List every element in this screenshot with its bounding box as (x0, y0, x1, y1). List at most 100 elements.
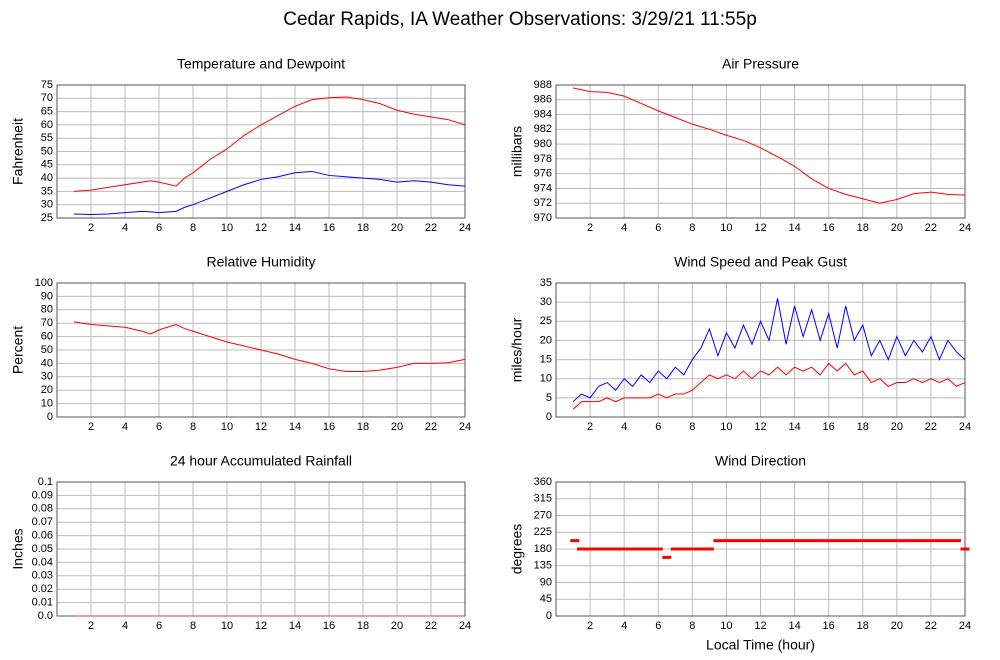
data-point (611, 547, 621, 551)
data-line (73, 170, 466, 216)
y-tick-label: 0 (546, 411, 552, 423)
data-line (73, 321, 466, 372)
x-tick-label: 12 (255, 421, 267, 433)
data-point (704, 547, 714, 551)
data-point (585, 547, 595, 551)
x-tick-label: 18 (857, 620, 869, 632)
y-tick-label: 100 (35, 277, 53, 289)
y-tick-label: 55 (41, 132, 53, 144)
y-tick-label: 90 (41, 290, 53, 302)
plot-frame (555, 84, 966, 219)
data-point (713, 539, 723, 543)
x-tick-label: 8 (190, 620, 196, 632)
y-tick-label: 974 (534, 182, 552, 194)
y-tick-label: 0.01 (32, 597, 53, 609)
x-tick-label: 2 (88, 620, 94, 632)
y-tick-label: 315 (534, 493, 552, 505)
data-line (572, 298, 966, 403)
x-tick-label: 14 (788, 620, 800, 632)
y-tick-label: 25 (540, 315, 552, 327)
x-tick-label: 12 (255, 620, 267, 632)
x-tick-label: 16 (323, 421, 335, 433)
x-tick-label: 2 (587, 421, 593, 433)
x-tick-label: 18 (357, 421, 369, 433)
x-tick-label: 18 (857, 421, 869, 433)
x-tick-label: 4 (122, 421, 128, 433)
y-tick-label: 0.05 (32, 543, 53, 555)
x-tick-label: 22 (925, 620, 937, 632)
x-tick-label: 8 (190, 222, 196, 234)
y-tick-label: 0.02 (32, 583, 53, 595)
y-tick-label: 225 (534, 526, 552, 538)
data-point (892, 539, 902, 543)
data-point (602, 547, 612, 551)
x-tick-label: 18 (857, 222, 869, 234)
x-tick-label: 16 (323, 620, 335, 632)
y-tick-label: 75 (41, 79, 53, 91)
x-tick-label: 8 (190, 421, 196, 433)
y-tick-label: 0.1 (38, 476, 53, 488)
x-tick-label: 8 (689, 222, 695, 234)
x-tick-label: 20 (891, 222, 903, 234)
x-tick-label: 22 (925, 222, 937, 234)
data-point (790, 539, 800, 543)
x-tick-label: 10 (221, 421, 233, 433)
y-tick-label: 970 (534, 212, 552, 224)
data-point (738, 539, 748, 543)
data-point (841, 539, 851, 543)
data-point (866, 539, 876, 543)
y-tick-label: 50 (41, 344, 53, 356)
y-axis-label: Fahrenheit (10, 118, 26, 185)
data-point (832, 539, 842, 543)
x-tick-label: 22 (425, 222, 437, 234)
y-axis-label: millibars (509, 126, 525, 177)
y-tick-label: 40 (41, 357, 53, 369)
y-tick-label: 45 (41, 159, 53, 171)
x-tick-label: 22 (925, 421, 937, 433)
x-tick-label: 16 (823, 620, 835, 632)
data-point (570, 539, 580, 543)
x-tick-label: 2 (587, 620, 593, 632)
data-point (883, 539, 893, 543)
data-point (687, 547, 697, 551)
y-tick-label: 20 (41, 384, 53, 396)
y-tick-label: 30 (540, 296, 552, 308)
y-tick-label: 50 (41, 145, 53, 157)
data-point (594, 547, 604, 551)
y-tick-label: 10 (540, 373, 552, 385)
y-tick-label: 5 (546, 392, 552, 404)
x-tick-label: 12 (255, 222, 267, 234)
data-point (628, 547, 638, 551)
data-point (747, 539, 757, 543)
y-axis-label: degrees (509, 524, 525, 575)
x-tick-label: 14 (788, 222, 800, 234)
x-tick-label: 20 (391, 222, 403, 234)
data-point (824, 539, 834, 543)
y-tick-label: 40 (41, 172, 53, 184)
x-tick-label: 4 (621, 620, 627, 632)
data-point (781, 539, 791, 543)
x-tick-label: 24 (459, 222, 471, 234)
data-point (917, 539, 927, 543)
x-tick-label: 4 (122, 620, 128, 632)
y-tick-label: 30 (41, 371, 53, 383)
y-tick-label: 60 (41, 119, 53, 131)
x-tick-label: 16 (823, 222, 835, 234)
y-tick-label: 20 (540, 334, 552, 346)
data-point (858, 539, 868, 543)
data-point (636, 547, 646, 551)
y-tick-label: 35 (540, 277, 552, 289)
y-tick-label: 15 (540, 353, 552, 365)
y-tick-label: 70 (41, 317, 53, 329)
data-point (653, 547, 663, 551)
data-point (849, 539, 859, 543)
y-tick-label: 10 (41, 398, 53, 410)
y-tick-label: 270 (534, 509, 552, 521)
data-point (815, 539, 825, 543)
y-tick-label: 80 (41, 304, 53, 316)
data-point (798, 539, 808, 543)
x-tick-label: 2 (587, 222, 593, 234)
y-tick-label: 180 (534, 543, 552, 555)
